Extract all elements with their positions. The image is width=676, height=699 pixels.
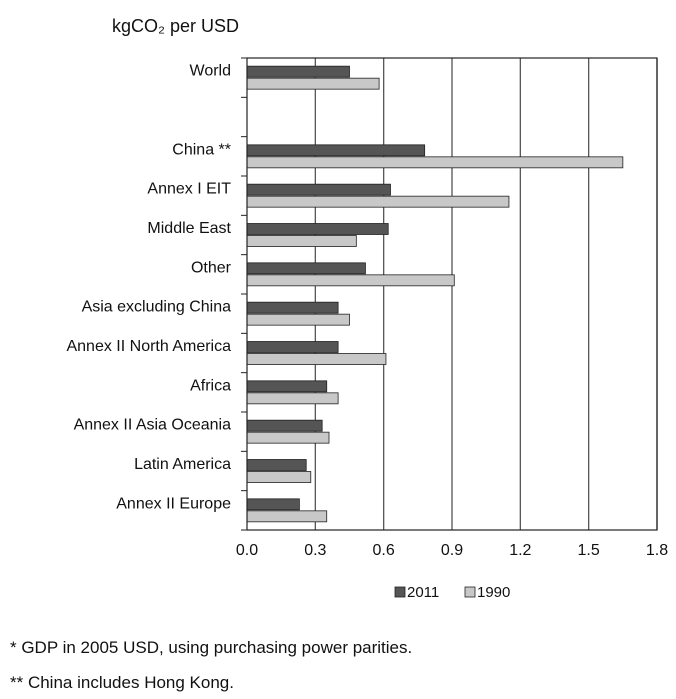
category-label: Annex I EIT — [147, 181, 231, 198]
footnote-china: ** China includes Hong Kong. — [10, 673, 234, 692]
category-label: China ** — [172, 141, 231, 158]
x-tick-label: 0.3 — [304, 542, 326, 559]
x-tick-labels: 0.0 0.3 0.6 0.9 1.2 1.5 1.8 — [236, 542, 668, 559]
category-label: Annex II Asia Oceania — [74, 417, 232, 434]
chart: kgCO₂ per USD World China ** Annex I EIT Mi… — [66, 16, 668, 601]
x-tick-label: 0.0 — [236, 542, 258, 559]
bar-1990 — [246, 510, 328, 523]
bar-1990 — [246, 274, 455, 287]
bar-2011 — [246, 301, 339, 314]
x-tick-label: 0.6 — [373, 542, 395, 559]
bar-2011 — [246, 341, 339, 353]
category-label: Annex II Europe — [116, 495, 231, 512]
axis — [241, 57, 658, 531]
bar-2011 — [246, 144, 426, 157]
grid — [314, 58, 658, 530]
x-tick-label: 0.9 — [441, 542, 463, 559]
bar-1990 — [246, 471, 312, 483]
bar-1990 — [246, 313, 350, 326]
footnote-gdp: * GDP in 2005 USD, using purchasing powe… — [10, 638, 413, 657]
bar-1990 — [246, 392, 339, 405]
bar-2011 — [246, 223, 389, 235]
bar-2011 — [246, 419, 323, 432]
bar-2011 — [246, 498, 300, 511]
bar-2011 — [246, 380, 328, 393]
category-label: World — [190, 63, 232, 80]
x-tick-label: 1.5 — [578, 542, 600, 559]
legend-label: 2011 — [407, 584, 439, 601]
unit-label: kgCO₂ per USD — [112, 16, 239, 36]
category-label: Latin America — [134, 456, 231, 473]
bar-1990 — [246, 77, 380, 90]
bar-1990 — [246, 353, 387, 365]
category-labels: World China ** Annex I EIT Middle East Other… — [66, 63, 231, 513]
bar-2011 — [246, 183, 391, 196]
bar-1990 — [246, 431, 330, 444]
category-label: Other — [191, 259, 232, 276]
category-label: Annex II North America — [66, 338, 231, 355]
legend: 2011 1990 — [394, 584, 510, 601]
bar-1990 — [246, 195, 510, 208]
x-tick-label: 1.2 — [509, 542, 531, 559]
legend-swatch — [394, 586, 406, 598]
bar-2011 — [246, 459, 307, 471]
bar-2011 — [246, 65, 350, 78]
legend-swatch — [464, 586, 476, 598]
bars — [246, 65, 624, 523]
category-label: Asia excluding China — [82, 299, 232, 316]
x-tick-label: 1.8 — [646, 542, 668, 559]
bar-1990 — [246, 156, 624, 169]
legend-label: 1990 — [477, 584, 510, 601]
bar-1990 — [246, 235, 357, 247]
category-label: Africa — [190, 377, 231, 394]
bar-2011 — [246, 262, 366, 275]
category-label: Middle East — [147, 220, 231, 237]
